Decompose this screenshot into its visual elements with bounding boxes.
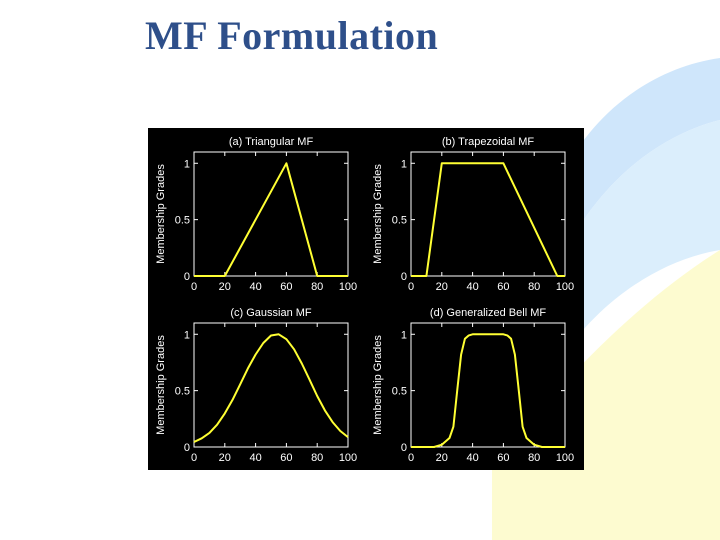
subplot-c-ytick-label: 1 — [184, 329, 190, 341]
subplot-a-xtick-label: 60 — [280, 281, 292, 293]
subplot-a-ytick-label: 0 — [184, 271, 190, 283]
subplot-d-xtick-label: 0 — [408, 452, 414, 464]
subplot-d-xtick-label: 20 — [436, 452, 448, 464]
subplot-b-xtick-label: 0 — [408, 281, 414, 293]
subplot-d-xtick-label: 100 — [556, 452, 574, 464]
subplot-b-title: (b) Trapezoidal MF — [442, 136, 535, 148]
subplot-b-ylabel: Membership Grades — [372, 164, 384, 264]
subplot-c-ytick-label: 0.5 — [175, 386, 190, 398]
subplot-a-title: (a) Triangular MF — [229, 136, 314, 148]
subplot-a-series-line — [194, 162, 348, 277]
subplot-c-ylabel: Membership Grades — [155, 335, 167, 435]
subplot-b-xtick-label: 40 — [466, 281, 478, 293]
subplot-d-axes-frame — [410, 322, 566, 448]
subplot-d-series-line — [411, 333, 565, 448]
subplot-c-series-line — [193, 333, 349, 443]
subplot-c-xtick-label: 20 — [219, 452, 231, 464]
subplot-d-title: (d) Generalized Bell MF — [430, 307, 546, 319]
slide-title: MF Formulation — [145, 13, 439, 58]
subplot-d-xtick-label: 80 — [528, 452, 540, 464]
subplot-c-xtick-label: 40 — [249, 452, 261, 464]
subplot-b-ytick-label: 0.5 — [392, 215, 407, 227]
subplot-a-xtick-label: 80 — [311, 281, 323, 293]
decor-blue-arc — [560, 58, 720, 260]
subplot-a-ytick-label: 1 — [184, 158, 190, 170]
subplot-b-xtick-label: 20 — [436, 281, 448, 293]
subplot-a-xtick-label: 40 — [249, 281, 261, 293]
subplot-a-xtick-label: 100 — [339, 281, 357, 293]
mf-figure: (a) Triangular MF Membership Grades 0 20 40 6… — [148, 128, 584, 470]
subplot-a-xtick-label: 20 — [219, 281, 231, 293]
subplot-c-title: (c) Gaussian MF — [230, 307, 312, 319]
subplot-d-ylabel: Membership Grades — [372, 335, 384, 435]
subplot-b-series-line — [411, 162, 565, 277]
subplot-b-ytick-label: 0 — [401, 271, 407, 283]
subplot-c-xtick-label: 80 — [311, 452, 323, 464]
subplot-d-xtick-label: 60 — [497, 452, 509, 464]
subplot-c-xtick-label: 100 — [339, 452, 357, 464]
subplot-a-ytick-label: 0.5 — [175, 215, 190, 227]
subplot-b-axes-frame — [410, 151, 566, 277]
subplot-c-ytick-label: 0 — [184, 442, 190, 454]
subplot-b-ytick-label: 1 — [401, 158, 407, 170]
subplot-b-xtick-label: 100 — [556, 281, 574, 293]
subplot-a-axes-frame — [193, 151, 349, 277]
subplot-d-ytick-label: 0.5 — [392, 386, 407, 398]
subplot-d-ytick-label: 1 — [401, 329, 407, 341]
subplot-c-axes-frame — [193, 322, 349, 448]
mf-figure-svg: (a) Triangular MF Membership Grades 0 20 40 6… — [155, 136, 574, 464]
subplot-a-ylabel: Membership Grades — [155, 164, 167, 264]
subplot-c-xtick-label: 60 — [280, 452, 292, 464]
subplot-b-xtick-label: 80 — [528, 281, 540, 293]
subplot-c-xtick-label: 0 — [191, 452, 197, 464]
subplot-d-ytick-label: 0 — [401, 442, 407, 454]
subplot-a-xtick-label: 0 — [191, 281, 197, 293]
decor-blue-fill — [560, 120, 720, 360]
subplot-b-xtick-label: 60 — [497, 281, 509, 293]
subplot-d-xtick-label: 40 — [466, 452, 478, 464]
